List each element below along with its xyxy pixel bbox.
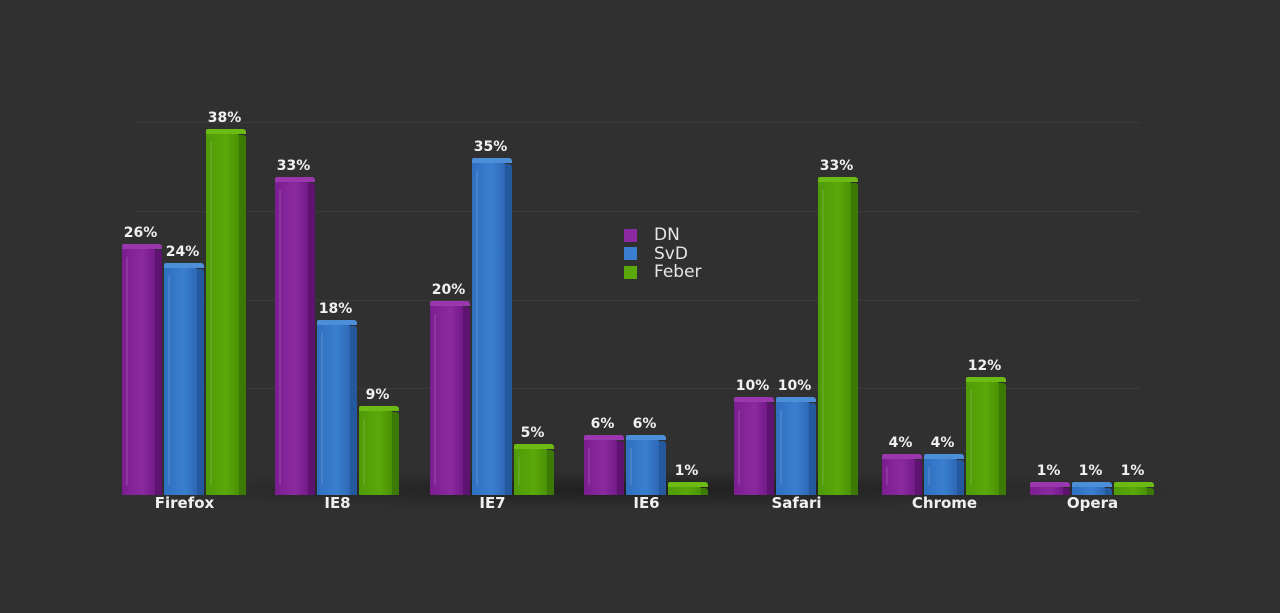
value-label: 33%	[276, 157, 311, 174]
legend-item-svd: SvD	[624, 243, 702, 264]
gridline	[135, 122, 1140, 123]
bar-chrome-svd	[924, 453, 964, 495]
category-label-firefox: Firefox	[154, 494, 215, 512]
value-label: 26%	[123, 224, 158, 241]
bar-ie7-feber	[514, 444, 554, 495]
gridline	[135, 300, 1140, 301]
gridline	[135, 388, 1140, 389]
category-label-ie7: IE7	[479, 494, 506, 512]
bar-ie8-dn	[275, 176, 315, 495]
category-label-ie8: IE8	[324, 494, 351, 512]
value-label: 6%	[632, 415, 657, 432]
value-label: 4%	[930, 434, 955, 451]
value-label: 20%	[431, 282, 466, 298]
legend-item-feber: Feber	[624, 262, 702, 283]
category-label-ie6: IE6	[633, 494, 660, 512]
category-label-opera: Opera	[1066, 494, 1119, 512]
bar-opera-dn	[1030, 482, 1070, 495]
value-label: 33%	[819, 157, 854, 174]
value-label: 35%	[473, 138, 508, 155]
bar-ie7-svd	[472, 157, 512, 495]
category-label-safari: Safari	[771, 494, 822, 512]
bar-safari-svd	[776, 396, 816, 495]
gridline	[135, 211, 1140, 212]
value-label: 12%	[967, 358, 1002, 375]
bar-safari-feber	[818, 176, 858, 495]
legend-item-dn: DN	[624, 225, 702, 246]
bar-ie6-dn	[584, 434, 624, 495]
legend: DN SvD Feber	[624, 225, 702, 283]
legend-label-feber: Feber	[654, 262, 702, 283]
value-label: 10%	[735, 377, 770, 394]
bar-firefox-dn	[122, 243, 162, 495]
bar-firefox-feber	[206, 129, 246, 495]
value-label: 38%	[207, 110, 242, 127]
category-label-chrome: Chrome	[911, 494, 978, 512]
bar-chrome-dn	[882, 453, 922, 495]
bar-opera-feber	[1114, 482, 1154, 495]
value-label: 10%	[777, 377, 812, 394]
bar-ie7-dn	[430, 301, 470, 495]
bar-ie6-feber	[668, 482, 708, 495]
legend-label-svd: SvD	[654, 243, 688, 264]
bar-ie6-svd	[626, 434, 666, 495]
value-label: 24%	[165, 243, 200, 260]
value-label: 1%	[1078, 463, 1103, 479]
legend-label-dn: DN	[654, 225, 680, 246]
value-label: 9%	[365, 387, 390, 404]
legend-swatch-feber	[624, 265, 637, 279]
bar-chrome-feber	[966, 377, 1006, 495]
legend-swatch-dn	[624, 228, 637, 242]
value-label: 4%	[888, 434, 913, 451]
value-label: 6%	[590, 415, 615, 432]
value-label: 5%	[520, 425, 545, 442]
value-label: 1%	[1036, 463, 1061, 479]
value-label: 1%	[1120, 463, 1145, 479]
bar-safari-dn	[734, 396, 774, 495]
bar-ie8-feber	[359, 406, 399, 495]
bar-opera-svd	[1072, 482, 1112, 495]
value-label: 18%	[318, 301, 353, 318]
bar-ie8-svd	[317, 320, 357, 495]
bar-firefox-svd	[164, 262, 204, 495]
legend-swatch-svd	[624, 247, 637, 261]
value-label: 1%	[674, 463, 699, 479]
